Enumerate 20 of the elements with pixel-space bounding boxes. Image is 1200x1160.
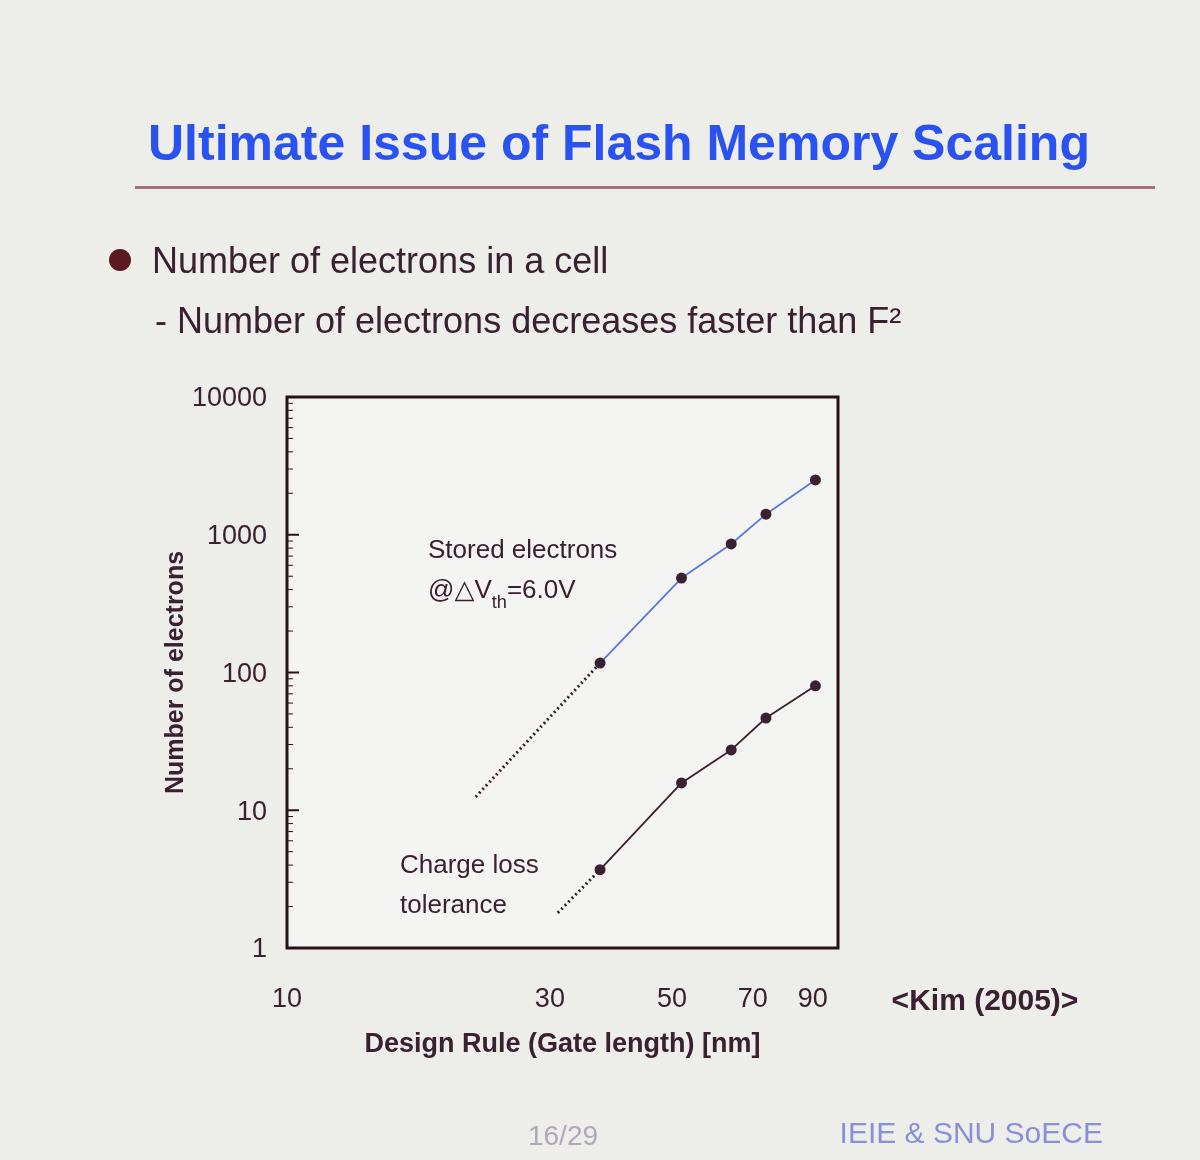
y-tick-label: 10000 [191, 382, 267, 413]
annotation: Charge loss tolerance [400, 849, 539, 920]
text: 16/29 [527, 1120, 599, 1151]
y-axis-title: Number of electrons [160, 550, 188, 795]
y-tick-label: 100 [221, 657, 267, 688]
x-tick-label: 50 [657, 983, 688, 1013]
chart-title: Ultimate Issue of Flash Memory Scaling [148, 115, 1090, 171]
x-tick-label: 30 [534, 983, 565, 1013]
annotation: Stored electrons @△V$_{th}$=6.0V [428, 534, 618, 613]
x-tick-label: 90 [797, 983, 828, 1013]
text: <Kim (2005)> [891, 983, 1079, 1016]
x-tick-label: 10 [271, 983, 303, 1013]
x-tick-label: 70 [737, 983, 768, 1013]
text: - Number of electrons decreases faster than F² [155, 300, 902, 341]
y-tick-label: 10 [236, 795, 267, 826]
y-tick-label: 1 [251, 933, 267, 964]
x-axis-title: Design Rule (Gate length) [nm] [364, 1028, 761, 1058]
y-tick-label: 1000 [206, 520, 267, 551]
text: IEIE & SNU SoECE [839, 1116, 1103, 1149]
chart-subtitle: Number of electrons in a cell [152, 240, 609, 281]
